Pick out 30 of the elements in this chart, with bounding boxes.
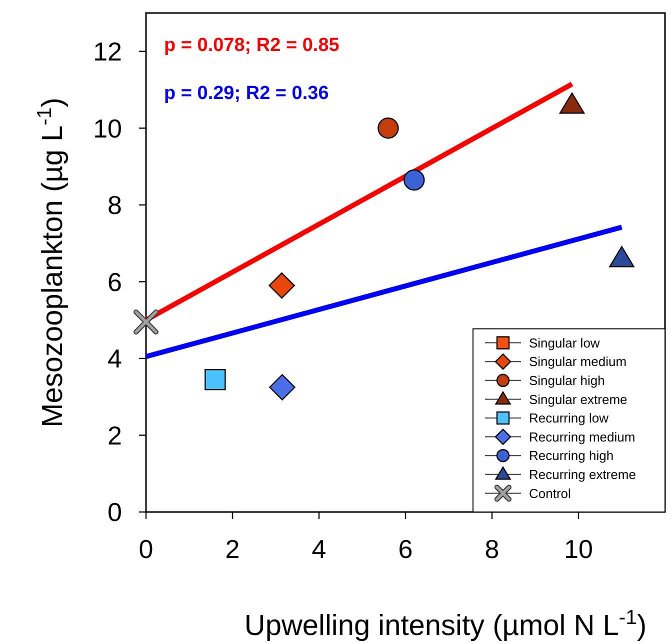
legend-label: Recurring low xyxy=(529,410,610,426)
y-tick-label: 8 xyxy=(108,190,122,220)
legend-label: Singular low xyxy=(529,335,600,350)
legend-label: Recurring high xyxy=(529,448,614,464)
x-axis-title: Upwelling intensity (µmol N L$^{-1}$) xyxy=(244,607,647,642)
legend-label: Singular medium xyxy=(529,354,627,370)
legend-label: Singular extreme xyxy=(529,392,628,407)
y-tick-label: 4 xyxy=(108,344,122,374)
legend-label: Recurring medium xyxy=(529,429,636,444)
legend-label: Recurring extreme xyxy=(529,466,636,482)
point xyxy=(204,368,226,390)
y-tick-label: 12 xyxy=(93,36,122,66)
y-tick-label: 6 xyxy=(108,266,122,297)
x-tick-label: 8 xyxy=(484,534,500,564)
y-tick-label: 2 xyxy=(108,420,122,450)
legend-label: Singular high xyxy=(529,372,605,388)
point xyxy=(378,118,399,139)
annotation: p = 0.29; R2 = 0.36 xyxy=(164,83,329,104)
x-tick-label: 0 xyxy=(138,534,154,564)
point xyxy=(269,374,296,400)
x-tick-label: 6 xyxy=(398,534,413,564)
point xyxy=(268,272,295,299)
x-tick-label: 4 xyxy=(312,534,326,564)
y-tick-label: 10 xyxy=(93,113,122,144)
legend-label: Control xyxy=(529,486,572,501)
annotation: p = 0.078; R2 = 0.85 xyxy=(164,35,340,56)
y-tick-label: 0 xyxy=(108,497,122,528)
point xyxy=(404,169,425,191)
x-tick-label: 10 xyxy=(564,534,593,564)
x-tick-label: 2 xyxy=(225,534,240,564)
